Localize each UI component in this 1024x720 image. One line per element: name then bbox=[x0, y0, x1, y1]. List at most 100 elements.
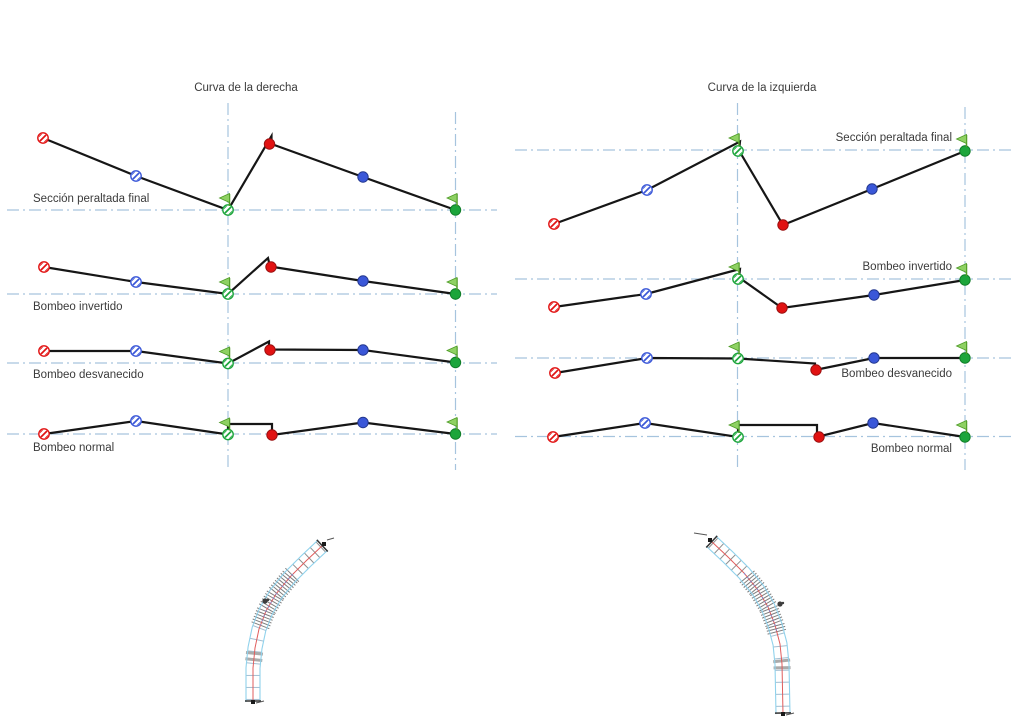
red-marker bbox=[813, 431, 825, 443]
red-hatched-marker bbox=[548, 301, 560, 313]
red-hatched-marker bbox=[38, 261, 50, 273]
green-flag-icon bbox=[446, 345, 458, 359]
blue-marker bbox=[868, 352, 880, 364]
green-flag-icon bbox=[955, 133, 968, 147]
plan-start-marker bbox=[708, 538, 712, 542]
red-hatched-marker bbox=[38, 345, 50, 357]
green-marker bbox=[449, 356, 462, 369]
red-marker bbox=[265, 261, 277, 273]
label-seccion-peraltada-final-left: Sección peraltada final bbox=[33, 193, 150, 205]
plan-mid-node-dot bbox=[266, 598, 270, 602]
red-marker bbox=[810, 364, 822, 376]
plan-end-marker bbox=[781, 712, 785, 716]
blue-marker bbox=[866, 183, 878, 195]
green-hatched-marker bbox=[732, 145, 744, 157]
green-marker bbox=[449, 428, 462, 440]
plan-band-edge bbox=[259, 549, 329, 702]
green-marker bbox=[959, 145, 971, 157]
green-flag-icon bbox=[446, 416, 458, 430]
red-hatched-marker bbox=[37, 132, 49, 144]
green-marker bbox=[449, 204, 462, 216]
label-bombeo-desvanecido-right: Bombeo desvanecido bbox=[841, 368, 952, 380]
title-curva-izquierda: Curva de la izquierda bbox=[707, 82, 817, 94]
green-hatched-marker bbox=[732, 273, 744, 285]
plan-alignment-right bbox=[693, 532, 795, 716]
red-hatched-marker bbox=[549, 367, 561, 379]
green-flag-icon bbox=[955, 262, 968, 276]
label-bombeo-normal-right: Bombeo normal bbox=[870, 443, 952, 455]
green-hatched-marker bbox=[222, 204, 234, 216]
plan-station-stub bbox=[693, 532, 708, 536]
green-flag-icon bbox=[728, 419, 740, 433]
plan-end-marker bbox=[251, 700, 255, 704]
green-flag-icon bbox=[955, 340, 968, 354]
profile-group-1 bbox=[515, 103, 1012, 470]
blue-hatched-marker bbox=[130, 276, 142, 288]
title-curva-derecha: Curva de la derecha bbox=[194, 82, 298, 94]
label-bombeo-invertido-right: Bombeo invertido bbox=[862, 261, 953, 273]
green-flag-icon bbox=[955, 419, 968, 433]
plan-mid-node bbox=[262, 598, 268, 604]
green-flag-icon bbox=[728, 261, 740, 275]
plan-band-edge bbox=[705, 545, 777, 715]
green-flag-icon bbox=[218, 346, 231, 360]
blue-marker bbox=[357, 344, 369, 356]
blue-marker bbox=[357, 275, 369, 287]
plan-alignment-left bbox=[245, 537, 335, 704]
green-hatched-marker bbox=[732, 431, 744, 443]
profile-line bbox=[553, 139, 966, 227]
plan-station-stub bbox=[326, 537, 335, 541]
plan-station-stub bbox=[255, 700, 265, 704]
green-marker bbox=[449, 288, 462, 300]
green-marker bbox=[959, 352, 971, 364]
label-bombeo-normal-left: Bombeo normal bbox=[33, 442, 115, 454]
red-hatched-marker bbox=[38, 428, 50, 440]
plan-centerline bbox=[252, 544, 324, 702]
blue-hatched-marker bbox=[641, 184, 653, 196]
green-flag-icon bbox=[218, 417, 231, 431]
plan-station-stub bbox=[785, 712, 795, 716]
blue-hatched-marker bbox=[130, 170, 142, 182]
red-marker bbox=[266, 429, 278, 441]
profile-group-0 bbox=[7, 103, 497, 470]
blue-hatched-marker bbox=[641, 352, 653, 364]
green-hatched-marker bbox=[732, 352, 744, 365]
plan-start-marker bbox=[322, 542, 326, 546]
green-flag-icon bbox=[218, 276, 231, 290]
profile-line bbox=[44, 339, 456, 365]
plan-centerline-overlay bbox=[259, 573, 294, 626]
green-marker bbox=[959, 274, 971, 286]
profile-line bbox=[43, 255, 456, 296]
green-flag-icon bbox=[218, 192, 231, 206]
plan-band-edge bbox=[715, 535, 791, 714]
green-flag-icon bbox=[446, 276, 458, 290]
red-marker bbox=[776, 302, 788, 314]
profile-line bbox=[552, 421, 966, 439]
label-seccion-peraltada-final-right: Sección peraltada final bbox=[835, 132, 952, 144]
profile-line bbox=[553, 267, 966, 310]
plan-centerline bbox=[710, 540, 784, 715]
red-hatched-marker bbox=[547, 431, 559, 443]
plan-centerline-overlay bbox=[743, 572, 777, 631]
blue-marker bbox=[867, 417, 879, 429]
green-hatched-marker bbox=[222, 357, 234, 370]
green-hatched-marker bbox=[222, 428, 234, 441]
label-bombeo-desvanecido-left: Bombeo desvanecido bbox=[33, 369, 144, 381]
red-marker bbox=[777, 219, 789, 231]
blue-hatched-marker bbox=[639, 417, 651, 429]
plan-mid-node-dot bbox=[781, 601, 785, 605]
green-flag-icon bbox=[728, 341, 740, 355]
green-marker bbox=[959, 431, 971, 443]
blue-hatched-marker bbox=[640, 288, 652, 300]
blue-hatched-marker bbox=[130, 345, 142, 357]
profile-line bbox=[43, 419, 456, 437]
green-flag-icon bbox=[446, 192, 458, 206]
blue-hatched-marker bbox=[130, 415, 142, 427]
label-bombeo-invertido-left: Bombeo invertido bbox=[33, 301, 123, 313]
red-marker bbox=[263, 138, 276, 150]
blue-marker bbox=[357, 171, 369, 183]
red-hatched-marker bbox=[548, 218, 560, 230]
red-marker bbox=[264, 344, 276, 356]
